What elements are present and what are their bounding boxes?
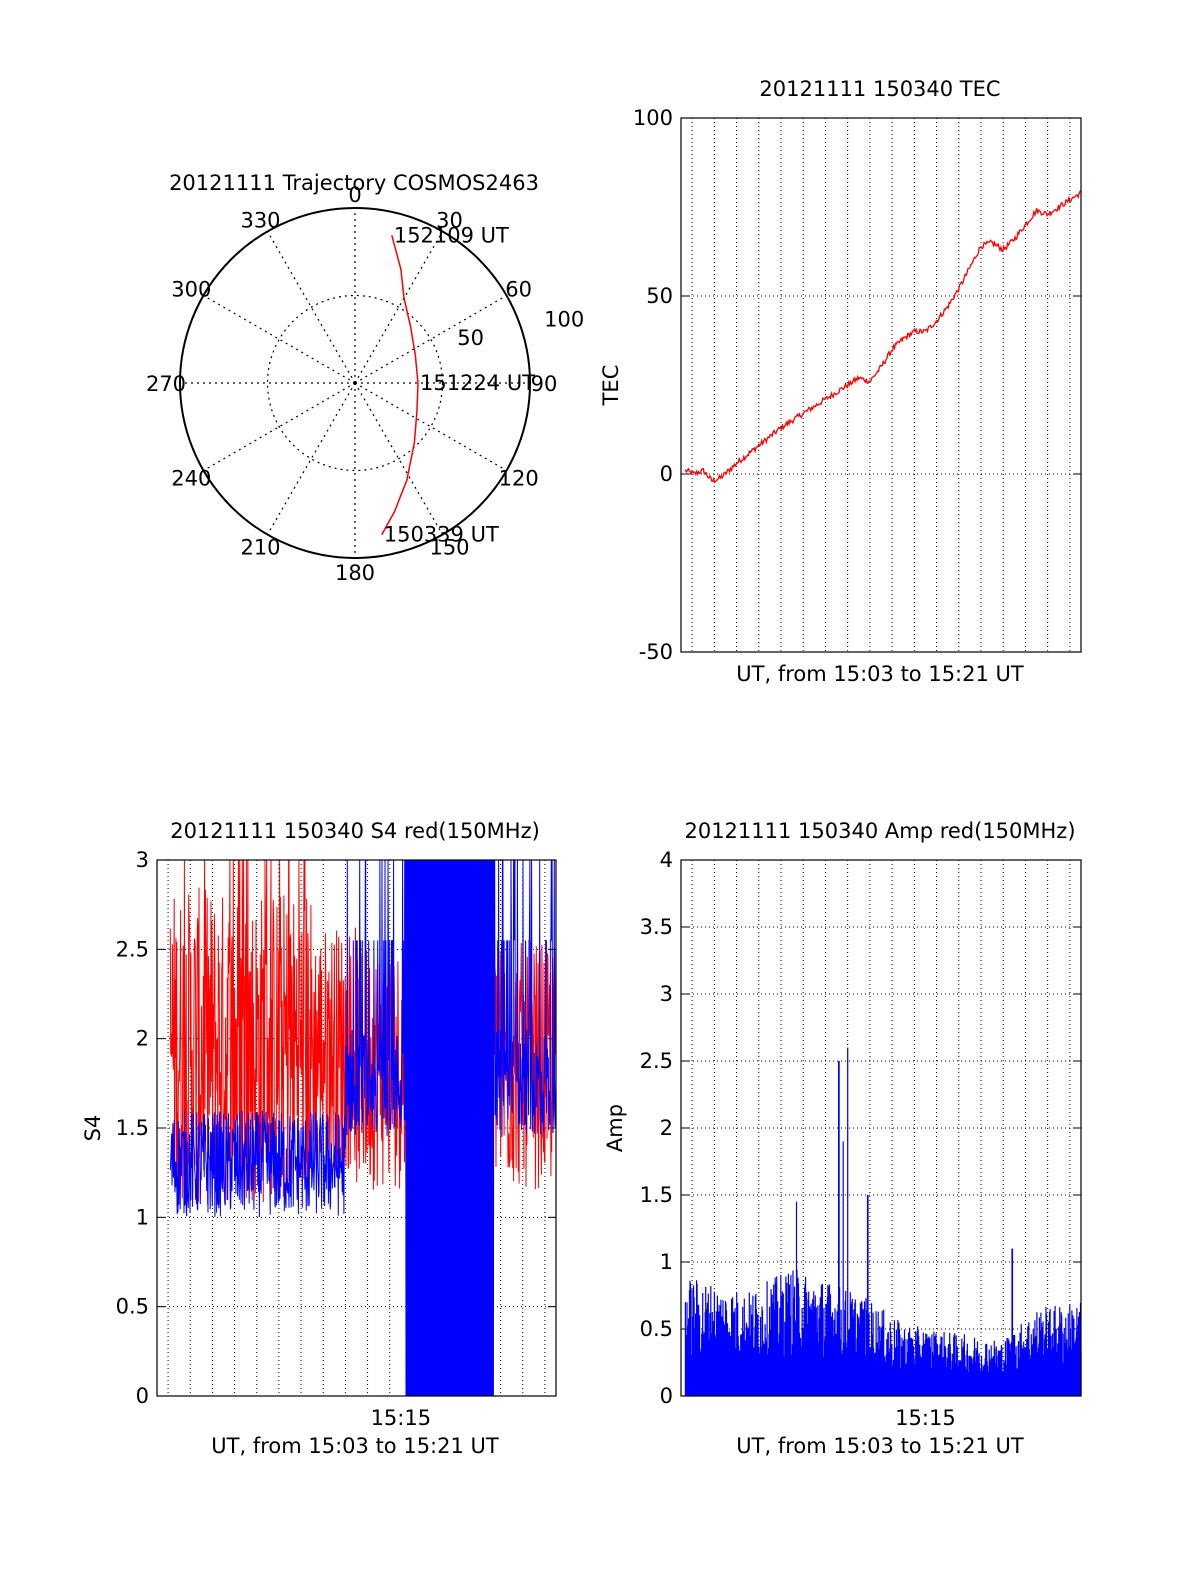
polar-radius-label: 100 (544, 308, 584, 332)
polar-angle-label: 210 (240, 536, 280, 560)
y-tick-label: 2 (660, 1116, 673, 1140)
amp-series-bars (684, 1047, 1082, 1396)
tec-chart: 20121111 150340 TEC UT, from 15:03 to 15… (599, 77, 1082, 686)
polar-trajectory-chart: 20121111 Trajectory COSMOS2463 0 30 60 90 12… (146, 171, 584, 585)
polar-outer-circle (179, 207, 531, 559)
polar-angle-label: 30 (436, 208, 463, 232)
plot-frame (156, 859, 557, 1397)
polar-spoke (203, 294, 356, 384)
polar-angle-label: 300 (171, 278, 211, 302)
s4-plot: 0 0.5 1 1.5 2 2.5 3 15:15 (116, 848, 557, 1430)
y-tick-label: 3 (660, 982, 673, 1006)
y-tick-label: 100 (633, 106, 673, 130)
polar-angle-label: 330 (240, 208, 280, 232)
polar-spoke (203, 382, 356, 472)
y-tick-label: 0.5 (116, 1295, 149, 1319)
s4-chart: 20121111 150340 S4 red(150MHz) UT, from … (81, 819, 557, 1458)
amp-chart: 20121111 150340 Amp red(150MHz) UT, from… (603, 819, 1082, 1458)
y-tick-label: 50 (646, 284, 673, 308)
y-tick-label: 0 (136, 1384, 149, 1408)
amp-xlabel: UT, from 15:03 to 15:21 UT (736, 1434, 1024, 1458)
y-tick-label: 1 (136, 1205, 149, 1229)
x-tick-label: 15:15 (371, 1406, 432, 1430)
polar-angle-label: 0 (348, 183, 361, 207)
polar-spoke (354, 231, 444, 384)
s4-ylabel: S4 (81, 1115, 105, 1142)
polar-angle-label: 180 (335, 561, 375, 585)
amp-ylabel: Amp (603, 1104, 627, 1152)
x-tick-label: 15:15 (895, 1406, 956, 1430)
polar-spoke (266, 382, 356, 535)
polar-title: 20121111 Trajectory COSMOS2463 (169, 171, 539, 195)
polar-time-annotation: 152109 UT (394, 223, 509, 247)
polar-time-annotation: 151224 UT (420, 371, 535, 395)
amp-base-fill (685, 1371, 1081, 1396)
s4-title: 20121111 150340 S4 red(150MHz) (170, 819, 540, 843)
y-tick-label: 2.5 (116, 937, 149, 961)
polar-angle-label: 90 (531, 372, 558, 396)
y-tick-label: 2 (136, 1027, 149, 1051)
tec-xlabel: UT, from 15:03 to 15:21 UT (736, 662, 1024, 686)
y-tick-label: 1 (660, 1250, 673, 1274)
amp-title: 20121111 150340 Amp red(150MHz) (684, 819, 1075, 843)
polar-angle-label: 240 (171, 467, 211, 491)
polar-angle-label: 60 (505, 278, 532, 302)
polar-grid-circle (266, 294, 444, 472)
tec-series-line (684, 190, 1082, 483)
polar-angle-label: 120 (499, 467, 539, 491)
polar-angle-label: 270 (146, 372, 186, 396)
amp-plot: 0 0.5 1 1.5 2 2.5 3 3.5 4 15:15 (640, 848, 1082, 1430)
y-tick-label: 0.5 (640, 1317, 673, 1341)
y-tick-label: 4 (660, 848, 673, 872)
polar-time-annotation: 150339 UT (384, 523, 499, 547)
polar-spoke (354, 382, 507, 472)
polar-spoke (266, 231, 356, 384)
plot-frame (680, 117, 1082, 653)
polar-radius-label: 50 (457, 326, 484, 350)
polar-angle-label: 150 (429, 536, 469, 560)
y-tick-label: 1.5 (116, 1116, 149, 1140)
tec-plot: -50 0 50 100 (633, 106, 1082, 664)
tec-title: 20121111 150340 TEC (759, 77, 1000, 101)
plot-frame (680, 859, 1082, 1397)
y-tick-label: 1.5 (640, 1183, 673, 1207)
y-tick-label: 0 (660, 1384, 673, 1408)
y-tick-label: 3.5 (640, 915, 673, 939)
y-tick-label: 2.5 (640, 1049, 673, 1073)
polar-spoke (354, 294, 507, 384)
polar-plot: 0 30 60 90 120 150 180 210 240 270 300 330 50 100 1521… (146, 183, 584, 585)
polar-trajectory-line (381, 235, 419, 536)
y-tick-label: 0 (660, 462, 673, 486)
y-tick-label: 3 (136, 848, 149, 872)
y-tick-label: -50 (639, 640, 673, 664)
polar-spoke (354, 382, 444, 535)
s4-xlabel: UT, from 15:03 to 15:21 UT (211, 1434, 499, 1458)
tec-ylabel: TEC (599, 365, 623, 407)
